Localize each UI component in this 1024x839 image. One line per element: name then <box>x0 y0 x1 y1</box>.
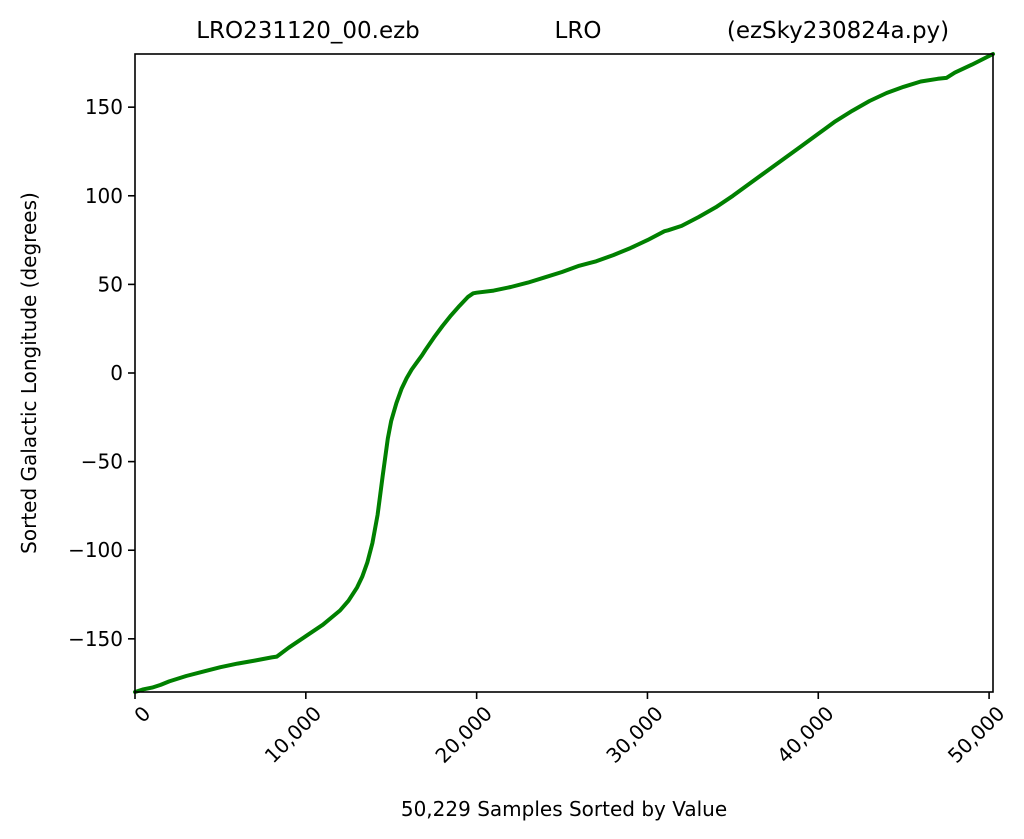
x-tick-label-4: 40,000 <box>772 701 838 767</box>
x-tick-label-3: 30,000 <box>601 701 667 767</box>
y-tick-label-0: −150 <box>68 627 123 651</box>
plot-frame <box>134 53 994 693</box>
x-axis-ticks: 0 10,000 20,000 30,000 40,000 50,000 <box>129 692 1009 768</box>
chart-title-script: (ezSky230824a.py) <box>727 18 949 44</box>
x-tick-label-1: 10,000 <box>260 701 326 767</box>
chart-title-filename: LRO231120_00.ezb <box>196 18 420 44</box>
y-tick-label-4: 50 <box>98 272 123 296</box>
chart-title-station: LRO <box>555 18 602 44</box>
y-tick-label-6: 150 <box>85 95 123 119</box>
y-tick-label-2: −50 <box>81 450 123 474</box>
x-tick-label-2: 20,000 <box>430 701 496 767</box>
y-axis-label: Sorted Galactic Longitude (degrees) <box>17 192 41 554</box>
x-tick-label-0: 0 <box>129 701 155 727</box>
y-tick-label-3: 0 <box>110 361 123 385</box>
x-tick-label-5: 50,000 <box>943 701 1009 767</box>
y-tick-label-1: −100 <box>68 538 123 562</box>
y-tick-label-5: 100 <box>85 184 123 208</box>
x-axis-label: 50,229 Samples Sorted by Value <box>401 797 727 821</box>
y-axis-ticks: −150 −100 −50 0 50 100 150 <box>68 95 135 651</box>
series-line-0 <box>133 52 995 694</box>
series-layer <box>133 52 995 694</box>
